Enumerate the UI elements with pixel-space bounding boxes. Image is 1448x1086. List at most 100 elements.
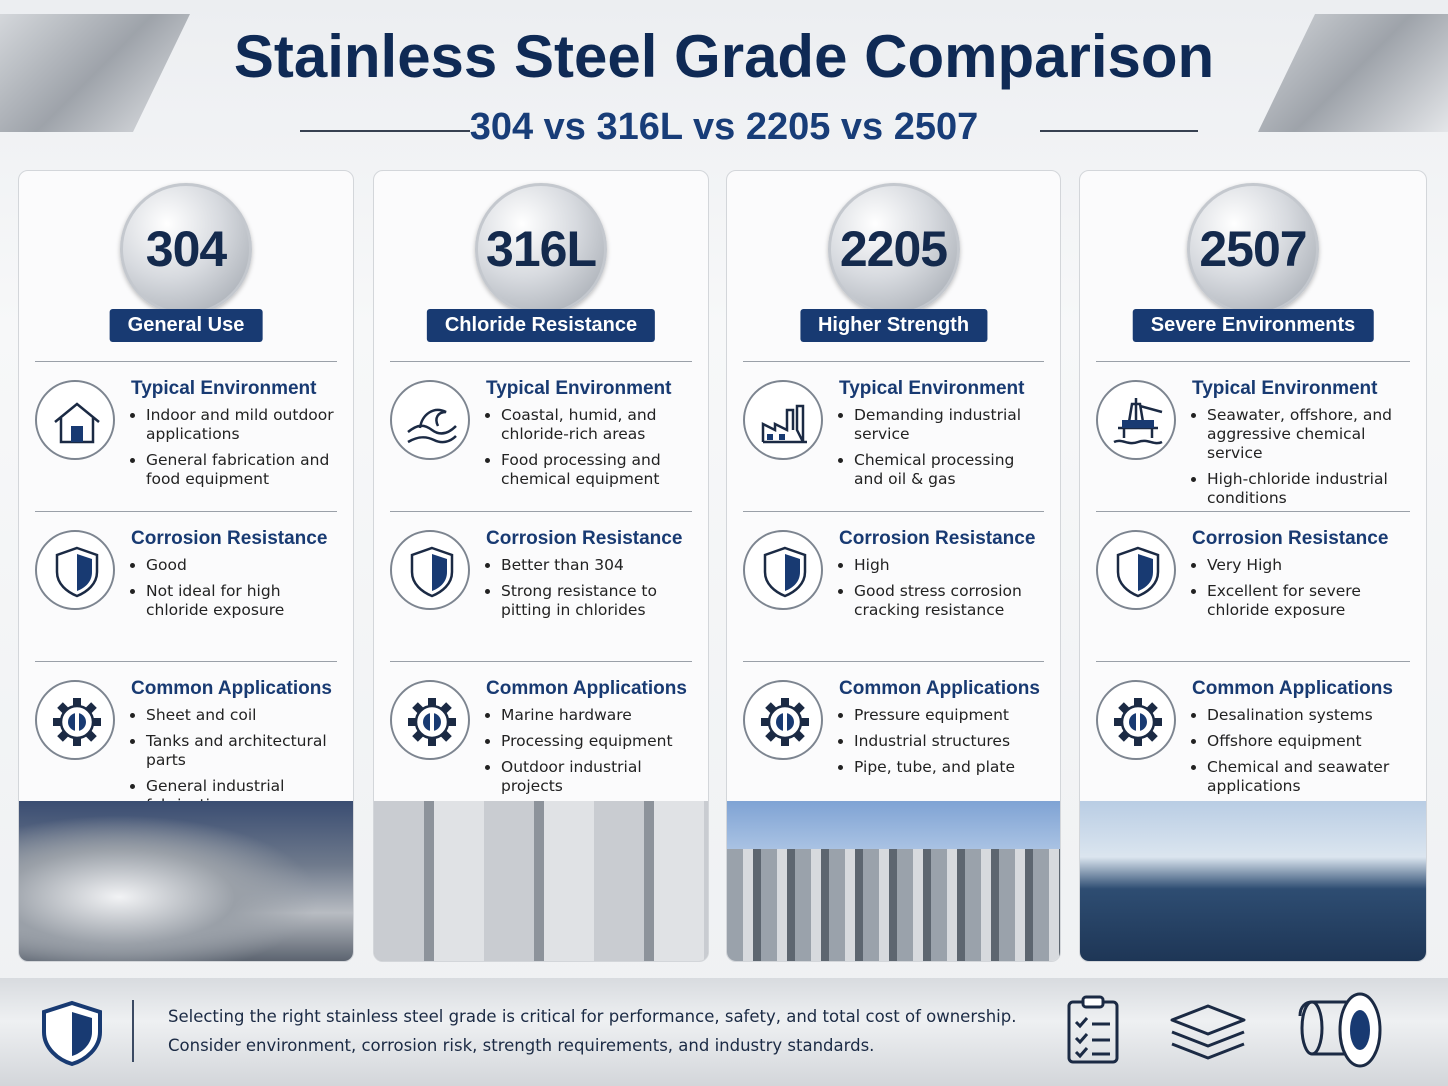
info-section: Common Applications Desalination systems O… xyxy=(1096,661,1410,795)
icon-shape xyxy=(763,546,807,598)
icon-shape xyxy=(428,737,436,746)
icon-shape xyxy=(1138,554,1153,591)
grade-badge: 2507 xyxy=(1187,183,1319,315)
info-section: Typical Environment Seawater, offshore, a… xyxy=(1096,361,1410,507)
section-icon xyxy=(35,380,115,460)
icon-shape xyxy=(1074,1017,1110,1059)
section-list: Better than 304 Strong resistance to pitt… xyxy=(486,556,692,627)
section-item: Demanding industrial service xyxy=(854,406,1044,444)
section-list: Good Not ideal for high chloride exposure xyxy=(131,556,337,627)
icon-shape xyxy=(428,698,436,707)
section-item: Pipe, tube, and plate xyxy=(854,758,1044,777)
section-list: Marine hardware Processing equipment Outdo… xyxy=(486,706,692,803)
section-item: Processing equipment xyxy=(501,732,692,751)
icon-shape xyxy=(439,729,452,742)
section-item: Seawater, offshore, and aggressive chemi… xyxy=(1207,406,1410,463)
section-item: Desalination systems xyxy=(1207,706,1410,725)
pipe-flange-icon xyxy=(1298,992,1382,1068)
icon-graphic xyxy=(55,546,99,598)
section-list: Coastal, humid, and chloride-rich areas F… xyxy=(486,406,692,496)
section-item: Very High xyxy=(1207,556,1410,575)
section-item: Better than 304 xyxy=(501,556,692,575)
icon-shape xyxy=(57,729,70,742)
section-item: Industrial structures xyxy=(854,732,1044,751)
icon-shape xyxy=(1116,546,1160,598)
icon-shape xyxy=(408,698,456,746)
icon-shape xyxy=(53,718,62,726)
icon-graphic xyxy=(761,698,809,746)
section-item: Tanks and architectural parts xyxy=(146,732,337,770)
section-list: Seawater, offshore, and aggressive chemi… xyxy=(1192,406,1410,515)
grade-tagline: Chloride Resistance xyxy=(426,309,656,342)
icon-shape xyxy=(1118,702,1131,715)
section-list: Indoor and mild outdoor applications Gene… xyxy=(131,406,337,496)
section-item: Coastal, humid, and chloride-rich areas xyxy=(501,406,692,444)
icon-shape xyxy=(765,729,778,742)
icon-shape xyxy=(73,698,81,707)
subtitle-rule xyxy=(1040,130,1198,132)
icon-graphic xyxy=(1116,546,1160,598)
section-icon xyxy=(1096,380,1176,460)
info-section: Common Applications Marine hardware Proces… xyxy=(390,661,692,795)
icon-shape xyxy=(1300,1000,1324,1056)
layers-icon xyxy=(1170,1004,1246,1060)
grade-badge: 304 xyxy=(120,183,252,315)
icon-shape xyxy=(1136,710,1140,734)
icon-shape xyxy=(1081,995,1105,1009)
section-list: Desalination systems Offshore equipment Ch… xyxy=(1192,706,1410,803)
grade-badge: 316L xyxy=(475,183,607,315)
section-list: Pressure equipment Industrial structures P… xyxy=(839,706,1044,784)
icon-graphic xyxy=(410,546,454,598)
icon-shape xyxy=(783,710,787,734)
icon-shape xyxy=(439,702,452,715)
icon-graphic xyxy=(408,698,456,746)
section-heading: Corrosion Resistance xyxy=(1192,528,1389,549)
icon-shape xyxy=(1134,698,1142,707)
icon-shape xyxy=(412,702,425,715)
section-icon xyxy=(35,530,115,610)
icon-graphic xyxy=(407,408,457,444)
grade-badge: 2205 xyxy=(827,183,960,315)
section-item: Good stress corrosion cracking resistanc… xyxy=(854,582,1044,620)
section-item: Indoor and mild outdoor applications xyxy=(146,406,337,444)
info-section: Common Applications Sheet and coil Tanks a… xyxy=(35,661,337,814)
icon-shape xyxy=(71,426,83,442)
section-icon xyxy=(1096,530,1176,610)
section-heading: Corrosion Resistance xyxy=(486,528,683,549)
grade-card: 2507 Severe Environments Typical Environme… xyxy=(1079,170,1427,962)
section-heading: Common Applications xyxy=(1192,678,1393,699)
icon-shape xyxy=(792,702,805,715)
icon-shape xyxy=(781,698,789,707)
application-photo xyxy=(1080,801,1426,961)
section-item: Offshore equipment xyxy=(1207,732,1410,751)
icon-shape xyxy=(84,729,97,742)
section-icon xyxy=(35,680,115,760)
section-item: Outdoor industrial projects xyxy=(501,758,692,796)
info-section: Typical Environment Coastal, humid, and c… xyxy=(390,361,692,488)
icon-shape xyxy=(779,434,785,440)
icon-shape xyxy=(77,554,92,591)
section-item: General fabrication and food equipment xyxy=(146,451,337,489)
section-item: Chemical and seawater applications xyxy=(1207,758,1410,796)
icon-shape xyxy=(432,554,447,591)
icon-shape xyxy=(1145,729,1158,742)
icon-graphic xyxy=(53,698,101,746)
icon-shape xyxy=(1170,1004,1246,1060)
section-item: Marine hardware xyxy=(501,706,692,725)
icon-shape xyxy=(761,698,809,746)
section-icon xyxy=(390,680,470,760)
icon-shape xyxy=(92,718,101,726)
info-section: Corrosion Resistance Very High Excellent f… xyxy=(1096,511,1410,619)
icon-graphic xyxy=(1113,398,1163,445)
section-heading: Corrosion Resistance xyxy=(131,528,328,549)
footer: Selecting the right stainless steel grad… xyxy=(0,978,1448,1086)
section-item: Excellent for severe chloride exposure xyxy=(1207,582,1410,620)
section-icon xyxy=(743,530,823,610)
icon-shape xyxy=(792,729,805,742)
icon-shape xyxy=(53,698,101,746)
icon-shape xyxy=(57,702,70,715)
section-heading: Common Applications xyxy=(486,678,687,699)
